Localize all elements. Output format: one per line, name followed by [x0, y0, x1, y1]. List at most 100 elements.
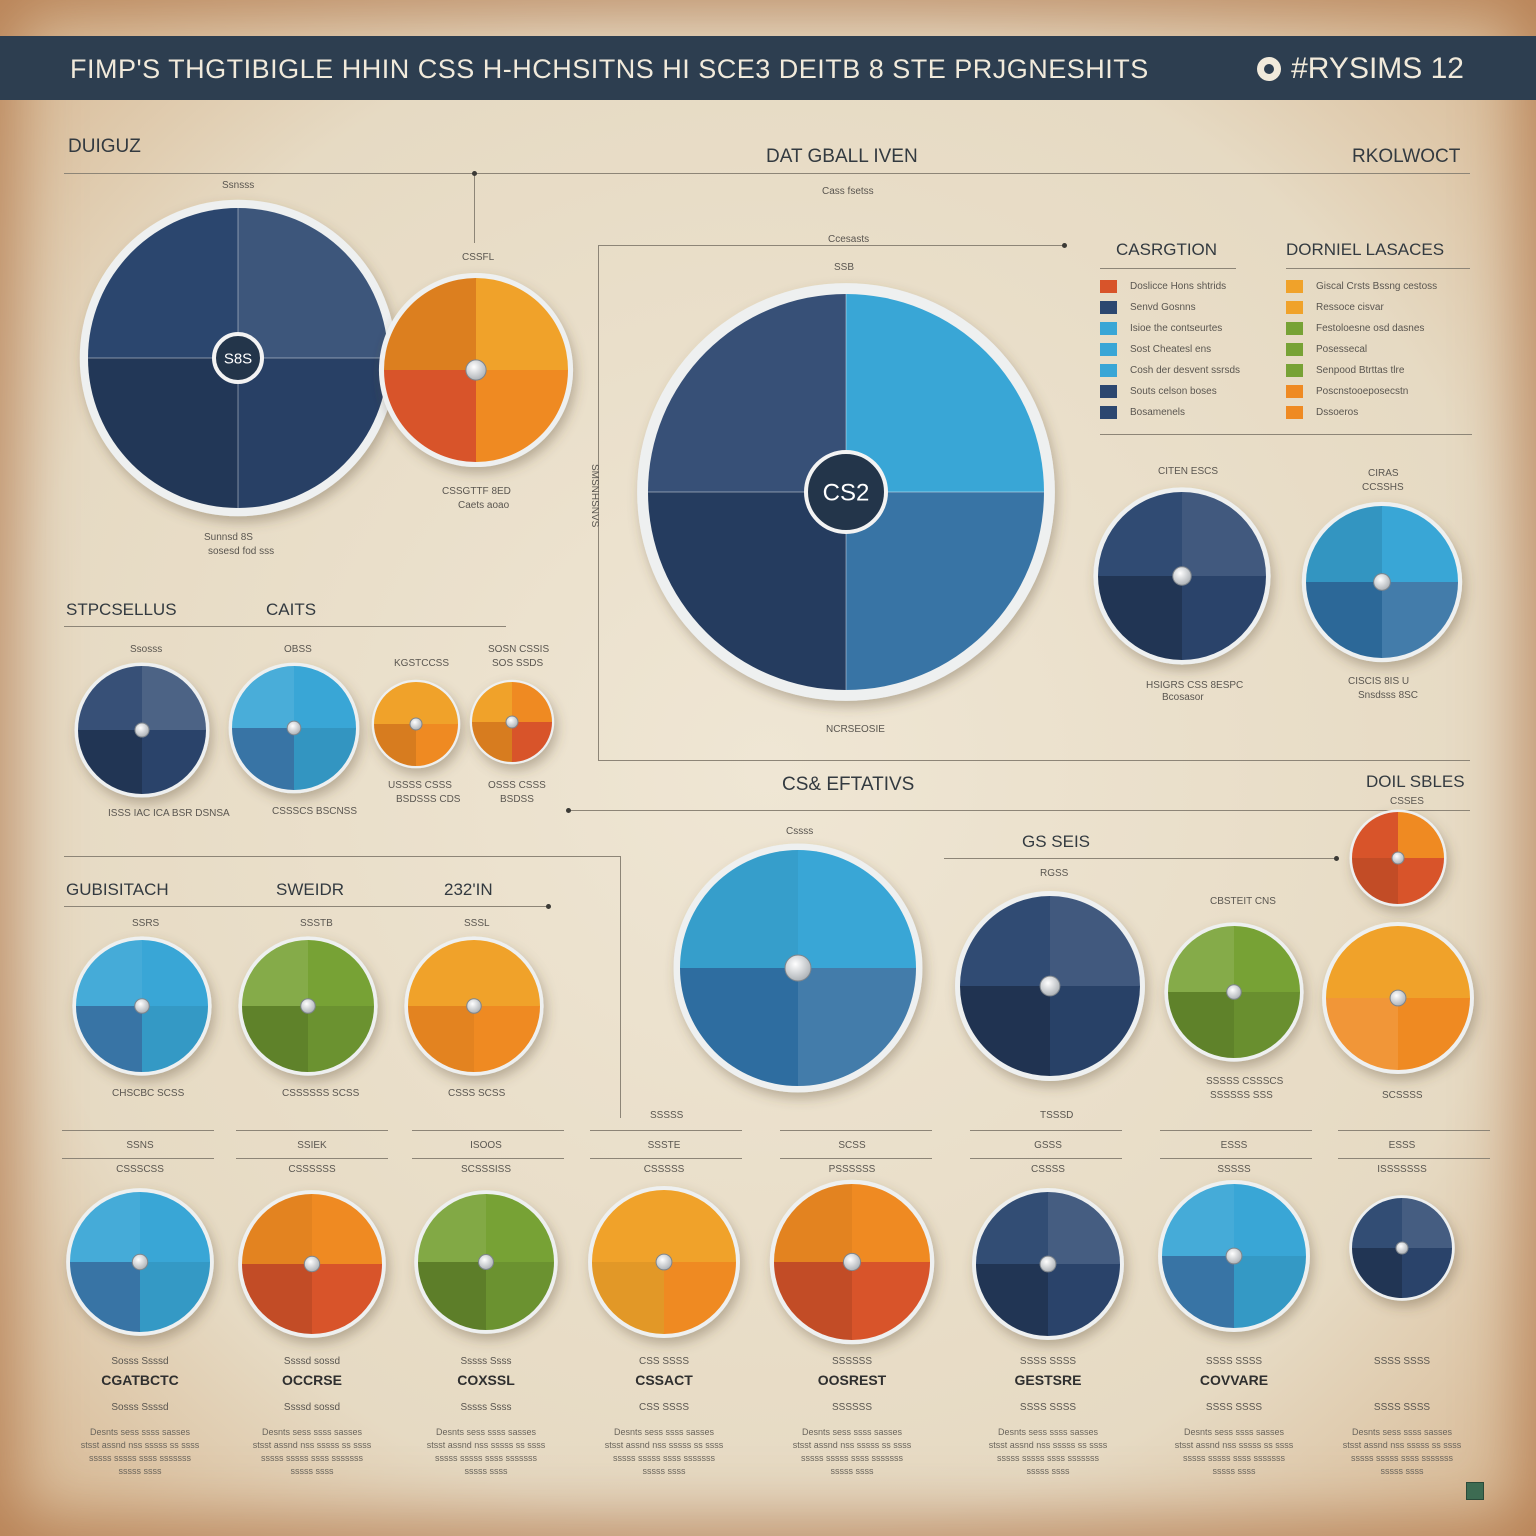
label: CIRAS	[1368, 468, 1399, 479]
dot-marker	[546, 904, 551, 909]
pie-slice	[774, 1262, 852, 1340]
section-mid-left-a: STPCSELLUS	[66, 600, 177, 619]
pie-slice	[1162, 1184, 1234, 1256]
label: TSSSD	[1040, 1110, 1074, 1121]
bottom-sub-label: CSSSS	[1031, 1164, 1065, 1175]
label: Cass fsetss	[822, 186, 874, 197]
label: SSB	[834, 262, 855, 273]
pie-slice	[798, 850, 916, 968]
legend-swatch	[1286, 280, 1303, 293]
pie-gs-1	[955, 891, 1145, 1081]
pie-slice	[312, 1194, 382, 1264]
pie-slice	[1234, 1256, 1306, 1328]
pie-slice	[1162, 1256, 1234, 1328]
pie-right-2	[1301, 501, 1463, 663]
pie-slice	[846, 492, 1044, 690]
legend-left-title: CASRGTION	[1116, 240, 1218, 259]
divider-mid	[568, 810, 1470, 811]
label: SSSSSS SSS	[1210, 1090, 1273, 1101]
bottom-paragraph: Desnts sess ssss sasses stsst assnd nss …	[252, 1427, 372, 1476]
vertical-label: SMSNHSNVS	[589, 464, 600, 528]
pie-bottom-4	[588, 1186, 740, 1338]
pie-knob	[466, 998, 482, 1014]
pie-slice	[1050, 896, 1140, 986]
pie-bottom-7	[1158, 1180, 1310, 1332]
pie-slice	[70, 1192, 140, 1262]
label: CISCIS 8IS U	[1348, 676, 1410, 687]
pie-slice	[1048, 1264, 1120, 1336]
label: Cssss	[786, 826, 814, 837]
bottom-caption-small: SSSSSS	[831, 1356, 873, 1367]
pie-slice	[1168, 926, 1234, 992]
legend-right-rule	[1286, 268, 1470, 269]
corner-stamp-icon	[1466, 1482, 1484, 1500]
legend-entry: Bosamenels	[1130, 407, 1186, 418]
pie-slice	[142, 940, 208, 1006]
bottom-grid-rule	[780, 1130, 932, 1131]
bottom-caption-sub: Sssss Ssss	[460, 1402, 512, 1413]
pie-slice	[232, 666, 294, 728]
label: KGSTCCSS	[394, 658, 450, 669]
label: CSSSSSS SCSS	[282, 1088, 360, 1099]
pie-mid-3	[371, 679, 461, 769]
pie-knob	[1225, 1247, 1243, 1265]
legend-entry: Posessecal	[1316, 344, 1368, 355]
pie-slice	[960, 986, 1050, 1076]
label: SOSN CSSIS	[488, 644, 550, 655]
pie-bottom-2	[238, 1190, 386, 1338]
label: Ccesasts	[828, 234, 870, 245]
pie-slice	[474, 940, 540, 1006]
pie-knob	[1172, 566, 1192, 586]
legend-left-rule	[1100, 268, 1236, 269]
bottom-sub-label: SCSSSISS	[460, 1164, 512, 1175]
pie-center-big: CS2	[637, 283, 1055, 701]
bottom-caption-sub: Sosss Ssssd	[111, 1402, 169, 1413]
bottom-caption-small: Sssss Ssss	[460, 1356, 512, 1367]
section-top-right: RKOLWOCT	[1352, 146, 1461, 167]
bottom-caption-sub: SSSS SSSS	[1019, 1402, 1077, 1413]
header-bar: FIMP'S THGTIBIGLE HHIN CSS H-HCHSITNS HI…	[0, 36, 1536, 100]
label: CHSCBC SCSS	[112, 1088, 185, 1099]
page-title: FIMP'S THGTIBIGLE HHIN CSS H-HCHSITNS HI…	[70, 54, 1149, 84]
bottom-top-label: ESSS	[1388, 1140, 1416, 1151]
label: CSSGTTF 8ED	[442, 486, 511, 497]
bottom-sub-label: CSSSSS	[643, 1164, 685, 1175]
legend-swatch	[1100, 364, 1117, 377]
pie-slice	[238, 358, 388, 508]
pie-slice	[308, 1006, 374, 1072]
bottom-top-label: SSSTE	[647, 1140, 681, 1151]
pie-slice	[680, 968, 798, 1086]
pie-slice	[374, 724, 416, 766]
bottom-grid-rule	[236, 1130, 388, 1131]
label: Snsdsss 8SC	[1358, 690, 1419, 701]
pie-gs-3	[1322, 922, 1474, 1074]
pie-knob	[286, 720, 302, 736]
pie-knob	[505, 715, 519, 729]
pie-knob	[409, 717, 423, 731]
bottom-grid-rule	[412, 1158, 564, 1159]
pie-slice	[1098, 576, 1182, 660]
pie-slice	[76, 940, 142, 1006]
pie-slice	[1352, 1248, 1402, 1298]
pie-slice	[648, 492, 846, 690]
bottom-sub-label: CSSSCSS	[116, 1164, 164, 1175]
pie-knob	[1039, 1255, 1057, 1273]
bottom-grid-rule	[412, 1130, 564, 1131]
section-mid-center: CS& EFTATIVS	[782, 774, 915, 795]
pie-cs	[673, 843, 923, 1093]
legend-entry: Senpood Btrttas tlre	[1316, 365, 1405, 376]
pie-slice	[78, 730, 142, 794]
pie-slice	[1398, 926, 1470, 998]
bottom-caption-sub: SSSSSS	[831, 1402, 873, 1413]
pie-knob	[1395, 1241, 1409, 1255]
bottom-grid-rule	[1160, 1158, 1312, 1159]
pie-knob	[784, 954, 812, 982]
bottom-caption-small: CSS SSSS	[638, 1356, 690, 1367]
pie-slice	[142, 1006, 208, 1072]
dot-marker	[566, 808, 571, 813]
pie-slice	[1382, 582, 1458, 658]
label: USSSS CSSS	[388, 780, 452, 791]
pie-bottom-8	[1349, 1195, 1455, 1301]
legend-entry: Isioe the contseurtes	[1130, 323, 1223, 334]
pie-slice	[88, 358, 238, 508]
